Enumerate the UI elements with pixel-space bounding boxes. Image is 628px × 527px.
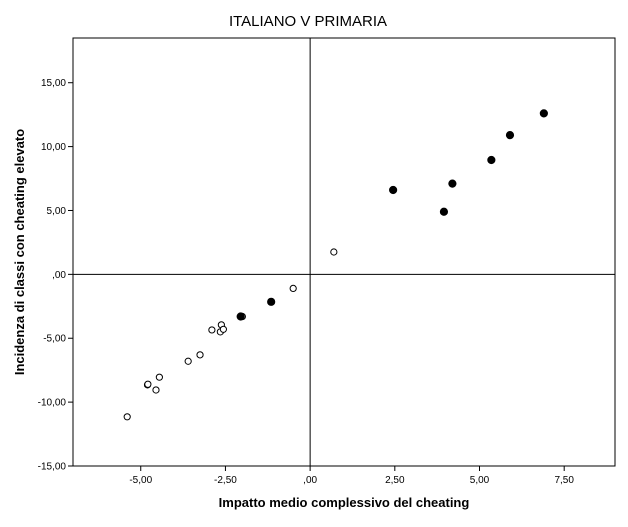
filled-data-point <box>389 185 398 195</box>
filled-data-point <box>505 130 515 140</box>
x-tick-label: ,00 <box>303 475 317 486</box>
filled-data-point <box>448 179 457 188</box>
filled-data-point <box>539 109 548 118</box>
open-data-point <box>123 413 131 421</box>
open-data-point <box>144 380 152 388</box>
y-tick-label: 15,00 <box>41 78 66 89</box>
plot-area-frame <box>72 37 616 467</box>
x-axis-title: Impatto medio complessivo del cheating <box>219 495 470 510</box>
open-data-point <box>152 386 160 394</box>
open-data-point <box>289 284 297 293</box>
y-axis-ticks: -15,00 -10,00 -5,00 ,00 5,00 10,00 15,00 <box>38 78 73 473</box>
chart-title: ITALIANO V PRIMARIA <box>229 13 387 30</box>
y-axis-title: Incidenza di classi con cheating elevato <box>12 129 27 375</box>
open-data-point <box>330 248 338 256</box>
open-data-point <box>219 325 228 333</box>
filled-data-point <box>267 297 276 306</box>
x-tick-label: 5,00 <box>470 475 490 486</box>
reference-lines <box>73 38 615 466</box>
open-data-point <box>184 357 192 365</box>
y-tick-label: -15,00 <box>38 462 67 473</box>
filled-data-point <box>236 312 245 321</box>
y-tick-label: -5,00 <box>43 334 66 345</box>
x-tick-label: 2,50 <box>385 475 405 486</box>
open-data-point <box>208 326 216 334</box>
y-tick-label: ,00 <box>52 270 66 281</box>
open-data-point <box>155 373 163 381</box>
x-axis-ticks: -5,00 -2,50 ,00 2,50 5,00 7,50 <box>129 466 574 486</box>
x-tick-label: -2,50 <box>214 475 237 486</box>
filled-data-point <box>439 207 449 216</box>
y-tick-label: -10,00 <box>38 398 67 409</box>
y-tick-label: 5,00 <box>47 206 67 217</box>
filled-data-point <box>487 155 496 165</box>
x-tick-label: 7,50 <box>554 475 574 486</box>
data-points <box>123 109 548 421</box>
open-data-point <box>196 351 204 359</box>
y-tick-label: 10,00 <box>41 142 66 153</box>
x-tick-label: -5,00 <box>129 475 152 486</box>
